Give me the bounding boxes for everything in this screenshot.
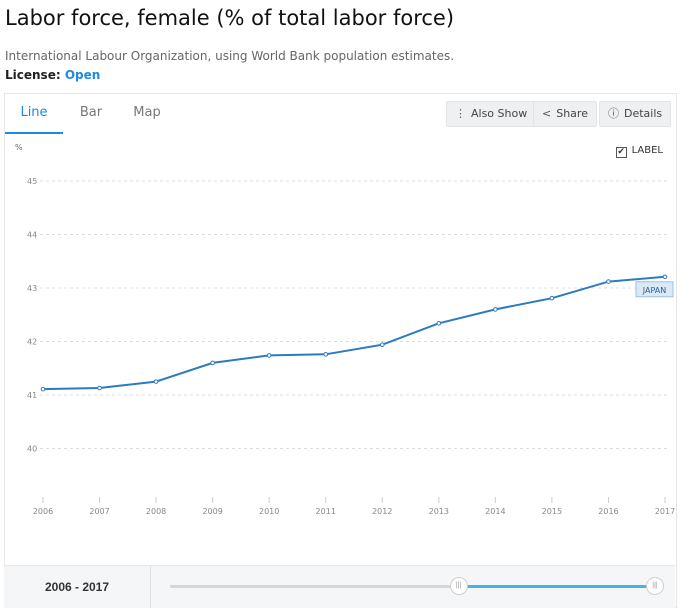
data-point: [493, 307, 498, 312]
x-tick-label: 2017: [655, 507, 675, 516]
share-label: Share: [556, 107, 588, 120]
series-label-box: [635, 281, 674, 298]
y-tick-label: 41: [27, 391, 37, 400]
share-icon: <: [542, 107, 552, 120]
series-label-text: JAPAN: [642, 286, 666, 295]
share-button[interactable]: < Share: [533, 101, 597, 127]
range-slider-fill: [458, 585, 655, 588]
y-tick-label: 45: [27, 177, 37, 186]
data-point: [379, 342, 385, 348]
label-toggle-text: LABEL: [631, 145, 663, 156]
license-label: License:: [5, 68, 61, 82]
x-tick-label: 2008: [146, 507, 166, 516]
source-note: International Labour Organization, using…: [5, 49, 455, 63]
range-start-handle[interactable]: |||: [449, 577, 468, 595]
series-label: JAPAN: [635, 281, 674, 298]
data-point: [549, 295, 555, 301]
details-label: Details: [624, 107, 663, 120]
data-point: [97, 385, 102, 391]
chart-panel: Line Bar Map ⋮ Also Show < Share ⓘ Details …: [4, 93, 677, 608]
tab-line[interactable]: Line: [5, 94, 63, 134]
y-tick-label: 44: [27, 231, 37, 240]
data-point: [210, 360, 215, 366]
data-point: [606, 279, 611, 284]
more-vertical-icon: ⋮: [455, 107, 466, 120]
range-label: 2006 - 2017: [4, 566, 151, 608]
x-tick-label: 2010: [259, 507, 279, 516]
range-slider-track[interactable]: [170, 585, 655, 588]
data-point: [40, 386, 46, 392]
x-tick-label: 2006: [33, 507, 53, 516]
y-tick-label: 43: [27, 284, 37, 293]
page-title: Labor force, female (% of total labor fo…: [5, 6, 455, 30]
x-tick-label: 2011: [316, 507, 336, 516]
data-point: [662, 274, 668, 280]
also-show-label: Also Show: [471, 107, 528, 120]
tab-bar[interactable]: Bar: [79, 105, 103, 120]
data-point: [323, 352, 329, 357]
details-button[interactable]: ⓘ Details: [599, 101, 672, 127]
x-tick-label: 2015: [542, 507, 562, 516]
y-tick-label: 42: [27, 338, 37, 347]
range-end-handle[interactable]: |||: [646, 577, 664, 595]
x-tick-label: 2009: [202, 507, 222, 516]
label-checkbox[interactable]: ✔: [615, 147, 627, 158]
x-tick-label: 2014: [485, 507, 505, 516]
license-link[interactable]: Open: [64, 68, 101, 82]
data-point: [266, 353, 272, 358]
x-tick-label: 2012: [372, 507, 392, 516]
info-icon: ⓘ: [608, 107, 619, 120]
data-point: [436, 321, 442, 326]
line-chart: % 40 41 42 43 44 45 2006 2007 2008 2009 2010 2011 201…: [15, 143, 675, 516]
tab-map[interactable]: Map: [133, 105, 161, 120]
also-show-button[interactable]: ⋮ Also Show: [446, 101, 537, 127]
x-tick-label: 2007: [89, 507, 109, 516]
time-range-footer: 2006 - 2017 ||| |||: [4, 565, 675, 608]
series-line-japan: [42, 275, 666, 391]
data-point: [153, 379, 159, 384]
x-tick-label: 2016: [598, 507, 618, 516]
license-line: License: Open: [5, 68, 100, 82]
x-tick-label: 2013: [429, 507, 449, 516]
y-axis-unit-label: %: [15, 143, 23, 152]
label-toggle[interactable]: ✔ LABEL: [615, 145, 663, 158]
y-tick-label: 40: [27, 445, 37, 454]
